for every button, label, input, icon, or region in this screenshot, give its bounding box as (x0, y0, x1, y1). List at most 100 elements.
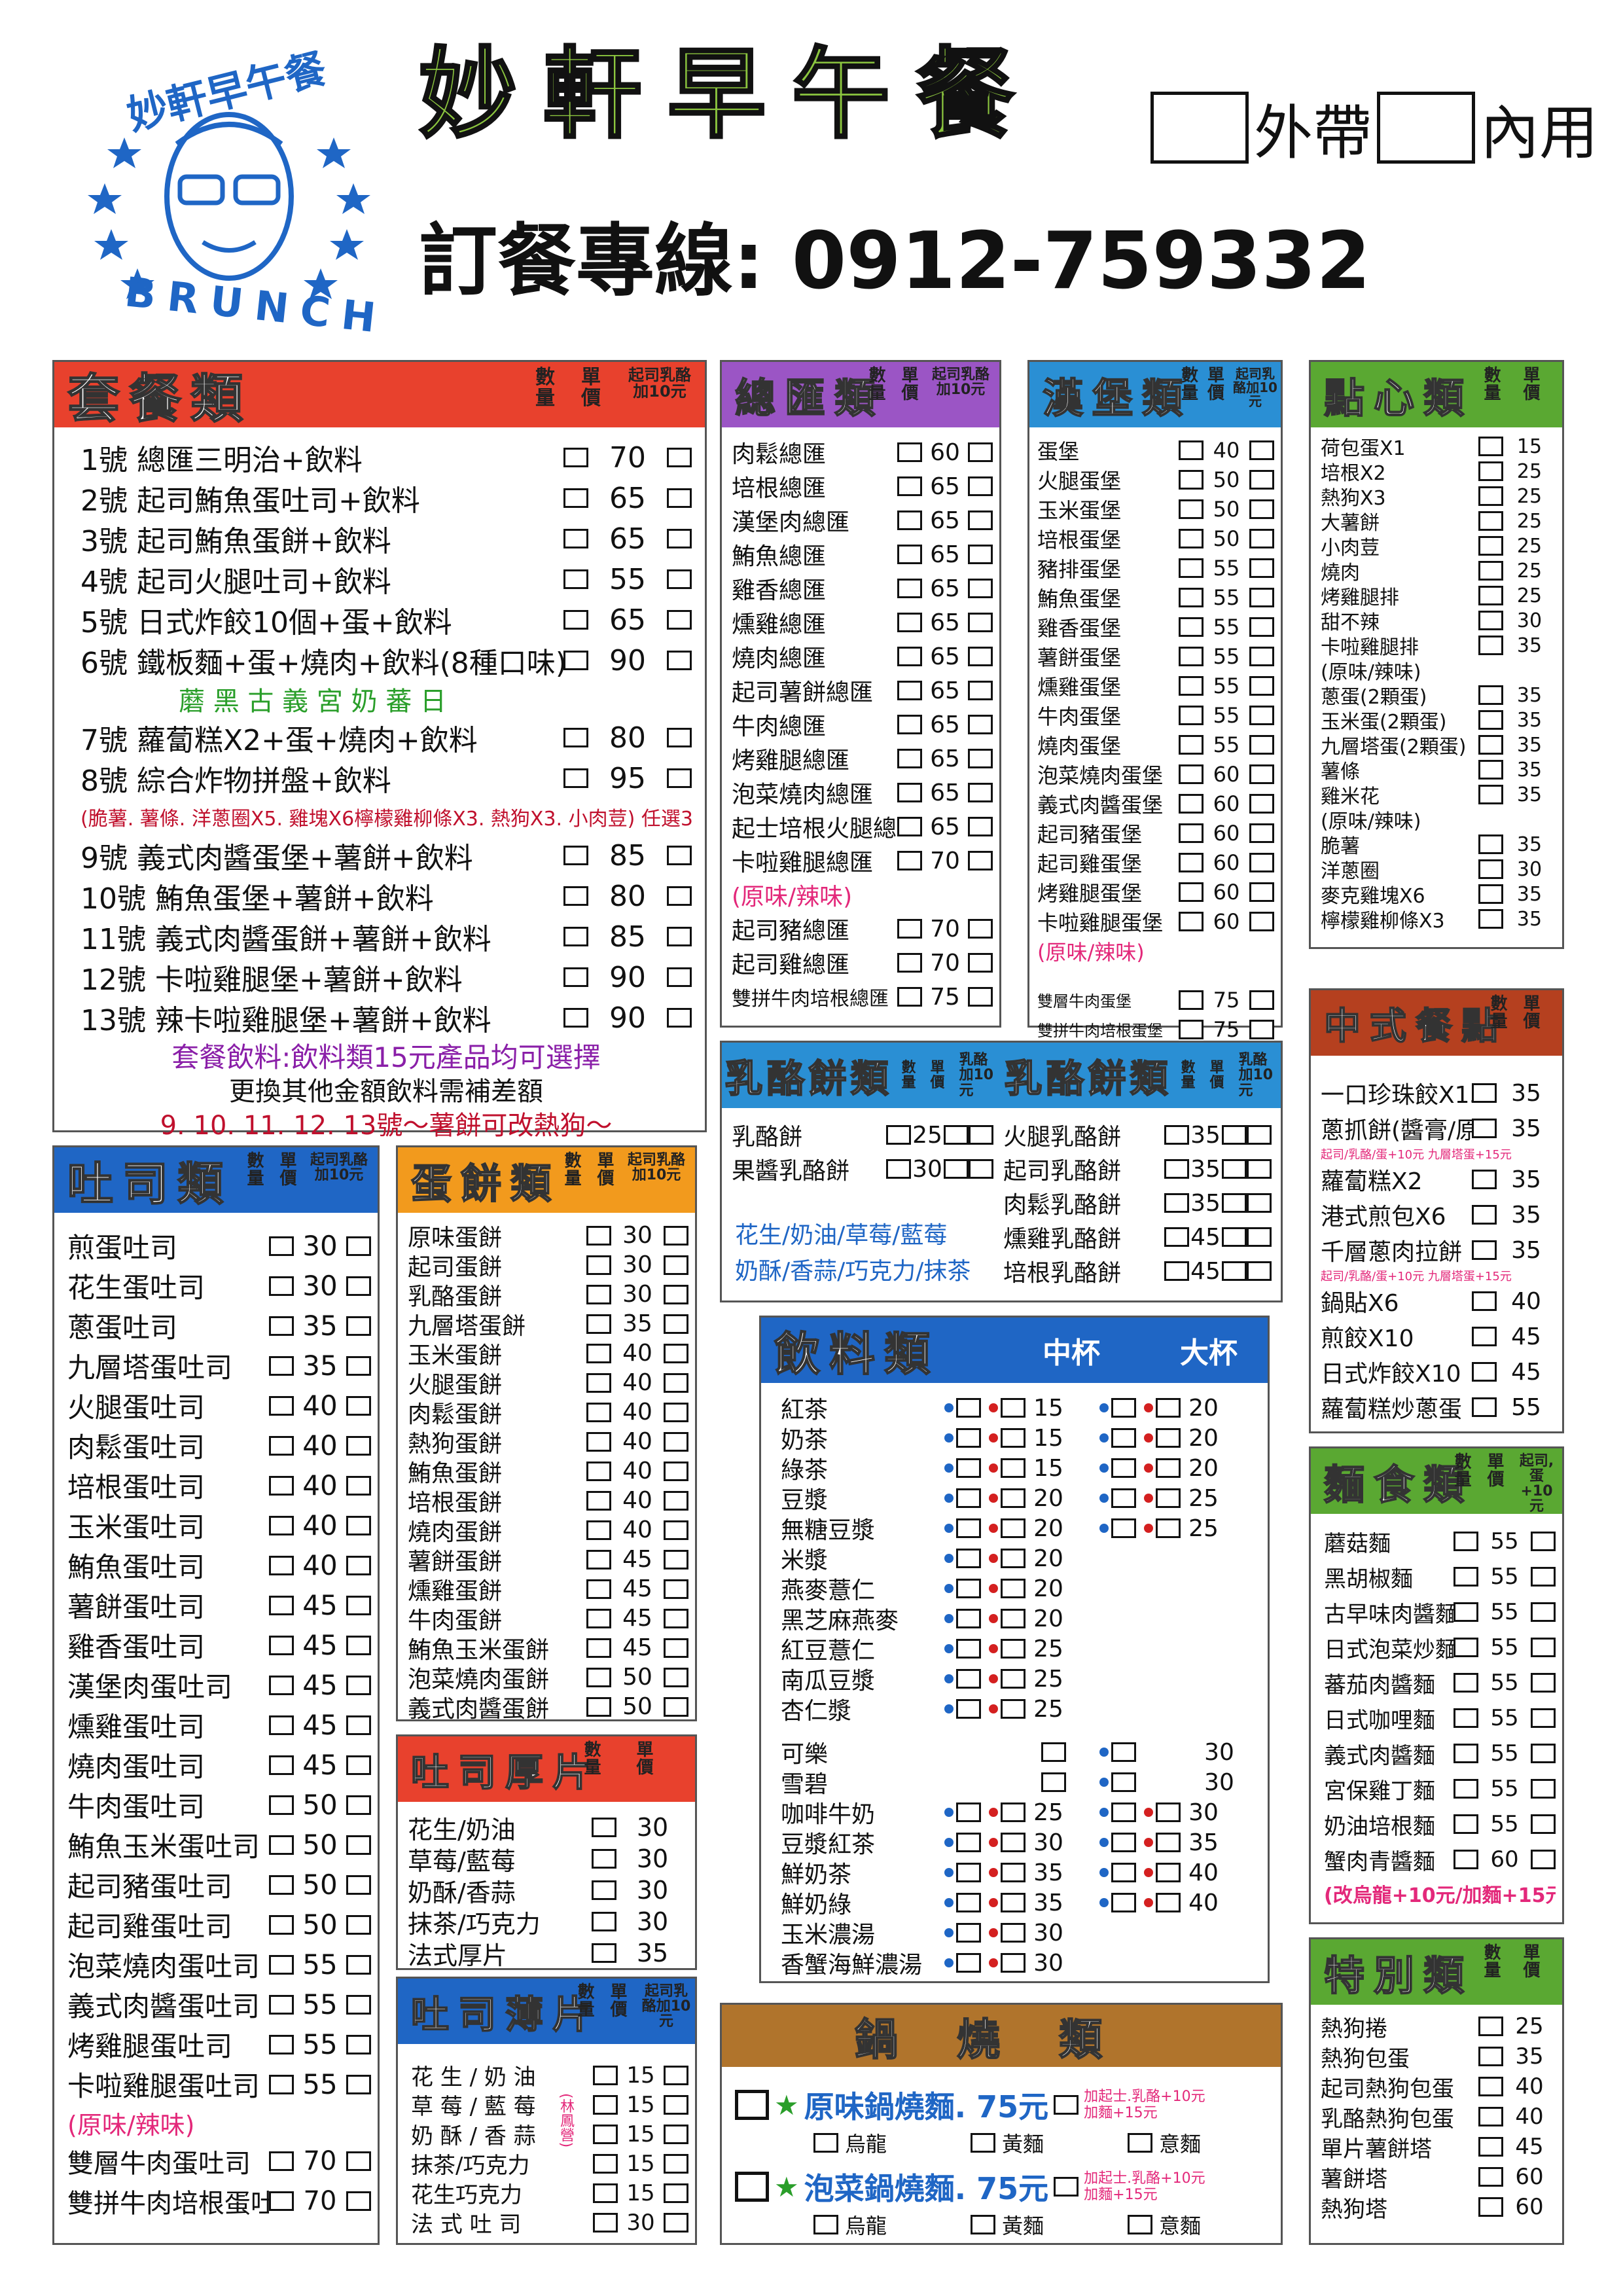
qty-checkbox[interactable] (1478, 834, 1503, 854)
noodle-option[interactable]: 黃麵 (971, 2128, 1128, 2158)
cheese-checkbox[interactable] (1249, 646, 1274, 666)
option-checkbox[interactable] (1128, 2133, 1152, 2153)
cheese-checkbox[interactable] (664, 2183, 688, 2203)
qty-checkbox[interactable] (897, 953, 922, 973)
qty-checkbox[interactable] (897, 476, 922, 496)
noodle-option[interactable]: 黃麵 (971, 2210, 1128, 2240)
qty-checkbox[interactable] (1478, 536, 1503, 556)
cold-checkbox[interactable] (1156, 1803, 1181, 1822)
qty-checkbox[interactable] (563, 529, 588, 548)
qty-checkbox[interactable] (593, 2212, 618, 2233)
cold-checkbox[interactable] (1156, 1863, 1181, 1882)
qty-checkbox[interactable] (586, 1490, 611, 1511)
cheese-checkbox[interactable] (346, 1355, 371, 1376)
cheese-checkbox[interactable] (664, 1608, 688, 1628)
qty-checkbox[interactable] (563, 569, 588, 589)
qty-checkbox[interactable] (1179, 646, 1204, 666)
cheese-checkbox[interactable] (664, 1343, 688, 1363)
qty-checkbox[interactable] (1478, 2047, 1503, 2066)
cheese-checkbox[interactable] (664, 1696, 688, 1717)
extra-checkbox[interactable] (969, 1159, 993, 1179)
qty-checkbox[interactable] (1179, 499, 1204, 519)
qty-checkbox[interactable] (593, 2094, 618, 2115)
qty-checkbox[interactable] (1454, 1602, 1478, 1622)
qty-checkbox[interactable] (1179, 1019, 1204, 1039)
qty-checkbox[interactable] (1478, 2167, 1503, 2187)
cheese-checkbox[interactable] (968, 783, 993, 802)
addon-checkbox[interactable] (1054, 2177, 1079, 2197)
extra-checkbox[interactable] (969, 1125, 993, 1145)
cold-checkbox[interactable] (1001, 1458, 1026, 1478)
hot-checkbox[interactable] (956, 1579, 981, 1598)
hot-checkbox[interactable] (1111, 1893, 1136, 1912)
qty-checkbox[interactable] (269, 1435, 294, 1456)
qty-checkbox[interactable] (1164, 1159, 1189, 1179)
qty-checkbox[interactable] (269, 1316, 294, 1336)
extra-checkbox[interactable] (1247, 1193, 1272, 1213)
cold-checkbox[interactable] (1001, 1699, 1026, 1719)
cheese-checkbox[interactable] (968, 715, 993, 734)
qty-checkbox[interactable] (269, 1994, 294, 2015)
cheese-checkbox[interactable] (1249, 990, 1274, 1010)
cheese-checkbox[interactable] (346, 1236, 371, 1256)
qty-checkbox[interactable] (586, 1314, 611, 1334)
qty-checkbox[interactable] (1472, 1205, 1497, 1225)
qty-checkbox[interactable] (269, 1395, 294, 1416)
qty-checkbox[interactable] (897, 442, 922, 462)
qty-checkbox[interactable] (563, 488, 588, 508)
cheese-checkbox[interactable] (968, 613, 993, 632)
cheese-checkbox[interactable] (667, 529, 692, 548)
extra-checkbox[interactable] (1247, 1261, 1272, 1281)
cheese-checkbox[interactable] (968, 442, 993, 462)
qty-checkbox[interactable] (1164, 1125, 1189, 1145)
qty-checkbox[interactable] (897, 987, 922, 1007)
hot-checkbox[interactable] (956, 1699, 981, 1719)
cold-checkbox[interactable] (1156, 1518, 1181, 1538)
option-checkbox[interactable] (813, 2133, 838, 2153)
cheese-checkbox[interactable] (1249, 852, 1274, 872)
cheese-checkbox[interactable] (664, 1638, 688, 1658)
qty-checkbox[interactable] (563, 610, 588, 630)
cheese-checkbox[interactable] (667, 846, 692, 865)
qty-checkbox[interactable] (886, 1125, 911, 1145)
cheese-checkbox[interactable] (346, 1395, 371, 1416)
qty-checkbox[interactable] (1454, 1850, 1478, 1869)
qty-checkbox[interactable] (897, 749, 922, 768)
cheese-checkbox[interactable] (968, 579, 993, 598)
qty-checkbox[interactable] (563, 927, 588, 946)
cold-checkbox[interactable] (1001, 1953, 1026, 1973)
qty-checkbox[interactable] (1454, 1673, 1478, 1693)
cheese-checkbox[interactable] (1222, 1193, 1247, 1213)
qty-checkbox[interactable] (1454, 1744, 1478, 1763)
cheese-checkbox[interactable] (1249, 469, 1274, 490)
cold-checkbox[interactable] (1156, 1833, 1181, 1852)
qty-checkbox[interactable] (1478, 2107, 1503, 2126)
qty-checkbox[interactable] (586, 1431, 611, 1452)
cheese-checkbox[interactable] (968, 851, 993, 870)
cheese-checkbox[interactable] (667, 967, 692, 987)
cheese-checkbox[interactable] (1531, 1673, 1556, 1693)
qty-checkbox[interactable] (586, 1372, 611, 1393)
extra-checkbox[interactable] (1247, 1125, 1272, 1145)
cold-checkbox[interactable] (1001, 1488, 1026, 1508)
qty-checkbox[interactable] (1179, 528, 1204, 548)
cheese-checkbox[interactable] (1249, 617, 1274, 637)
qty-checkbox[interactable] (1472, 1240, 1497, 1260)
noodle-option[interactable]: 烏龍 (813, 2210, 971, 2240)
qty-checkbox[interactable] (1478, 735, 1503, 755)
hot-checkbox[interactable] (956, 1893, 981, 1912)
cheese-checkbox[interactable] (968, 511, 993, 530)
cheese-checkbox[interactable] (667, 728, 692, 747)
qty-checkbox[interactable] (592, 1943, 616, 1963)
cheese-checkbox[interactable] (346, 2074, 371, 2094)
qty-checkbox[interactable] (593, 2153, 618, 2174)
order-checkbox[interactable] (735, 2172, 769, 2202)
cheese-checkbox[interactable] (346, 1675, 371, 1695)
cheese-checkbox[interactable] (968, 647, 993, 666)
cheese-checkbox[interactable] (664, 1579, 688, 1599)
qty-checkbox[interactable] (269, 1914, 294, 1935)
option-checkbox[interactable] (971, 2215, 995, 2234)
cheese-checkbox[interactable] (664, 1284, 688, 1304)
cheese-checkbox[interactable] (664, 1402, 688, 1422)
qty-checkbox[interactable] (1478, 461, 1503, 481)
